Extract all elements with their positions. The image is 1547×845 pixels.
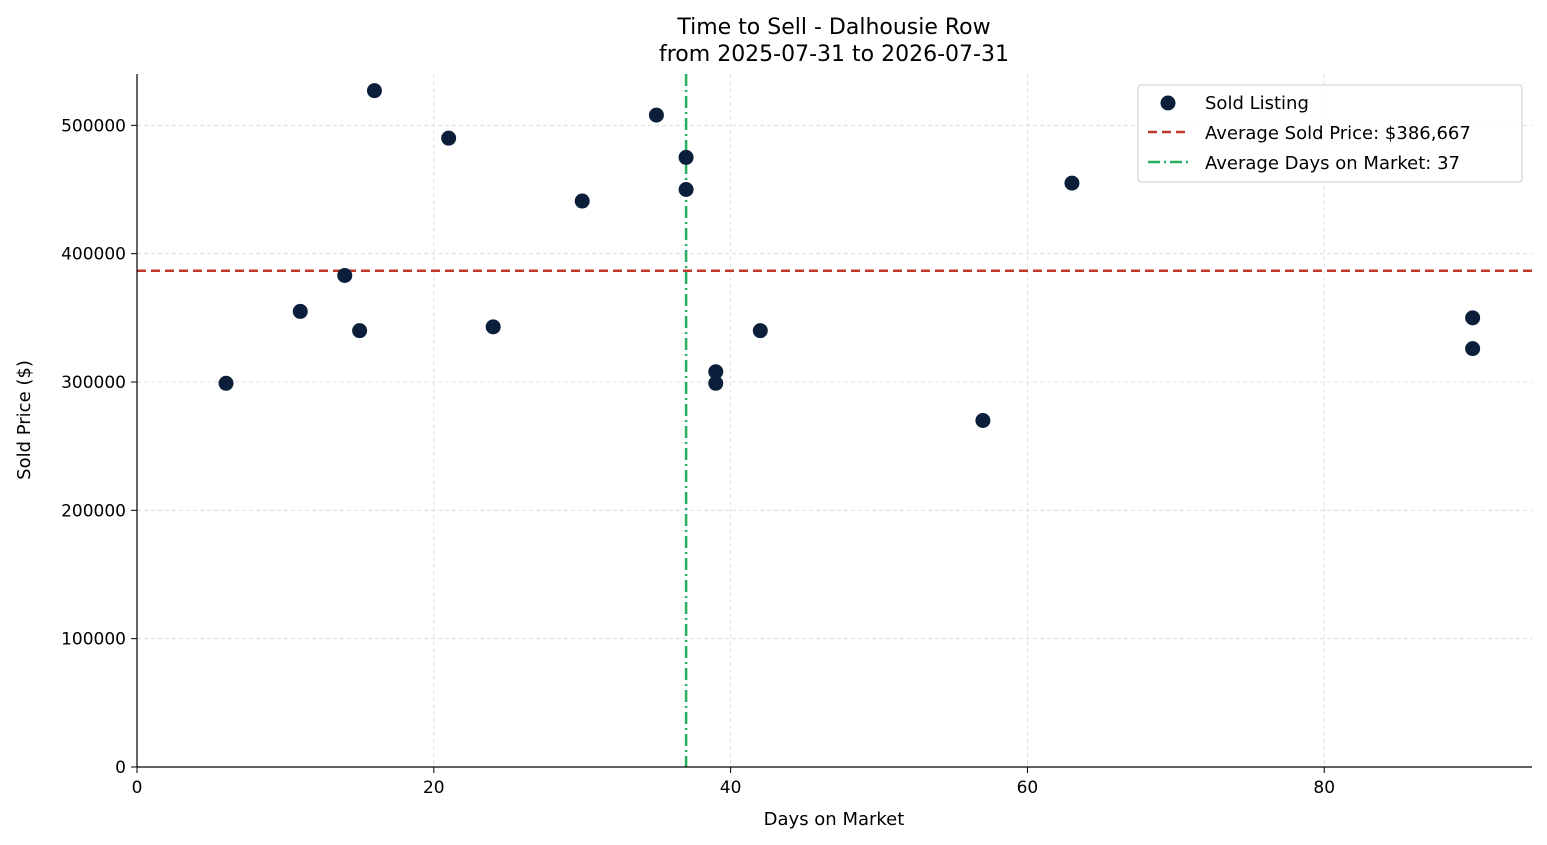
legend-box (1137, 84, 1523, 183)
data-point (678, 182, 694, 197)
grid-lines (137, 74, 1532, 767)
legend-marker-sold-listing (1160, 95, 1176, 111)
legend-label-average-days: Average Days on Market: 37 (1205, 153, 1460, 174)
legend-label-sold-listing: Sold Listing (1205, 93, 1309, 114)
data-point (485, 319, 501, 335)
data-point (975, 413, 991, 428)
data-point (352, 323, 368, 339)
data-point (1465, 310, 1481, 326)
y-tick-label: 0 (115, 758, 126, 778)
data-point (366, 83, 382, 99)
legend: Sold Listing Average Sold Price: $386,66… (1137, 84, 1523, 183)
y-tick-label: 400000 (61, 245, 126, 265)
data-point (337, 267, 353, 283)
data-point (648, 107, 664, 123)
axes (136, 74, 1532, 768)
x-axis-label: Days on Market (764, 809, 905, 830)
data-point (678, 149, 694, 165)
data-point (708, 375, 724, 391)
data-point (708, 364, 724, 380)
x-tick-label: 80 (1313, 778, 1335, 798)
data-point (574, 193, 590, 209)
x-tick-label: 40 (720, 778, 742, 798)
x-tick-label: 60 (1017, 778, 1039, 798)
y-tick-label: 100000 (61, 630, 126, 650)
legend-label-average-price: Average Sold Price: $386,667 (1205, 123, 1471, 144)
data-point (218, 375, 234, 391)
y-tick-label: 500000 (61, 116, 126, 136)
data-points (218, 83, 1481, 428)
data-point (1465, 341, 1481, 357)
chart-subtitle: from 2025-07-31 to 2026-07-31 (659, 42, 1009, 67)
x-ticks: 0 20 40 60 80 (132, 767, 1335, 798)
x-tick-label: 0 (132, 778, 143, 798)
y-tick-label: 300000 (61, 373, 126, 393)
y-axis-label: Sold Price ($) (14, 360, 35, 480)
chart-title: Time to Sell - Dalhousie Row (676, 15, 990, 40)
data-point (752, 323, 768, 339)
x-tick-label: 20 (423, 778, 445, 798)
data-point (292, 303, 308, 319)
y-ticks: 0 100000 200000 300000 400000 500000 (61, 116, 137, 778)
data-point (1064, 175, 1080, 191)
y-tick-label: 200000 (61, 501, 126, 521)
data-point (441, 130, 457, 146)
